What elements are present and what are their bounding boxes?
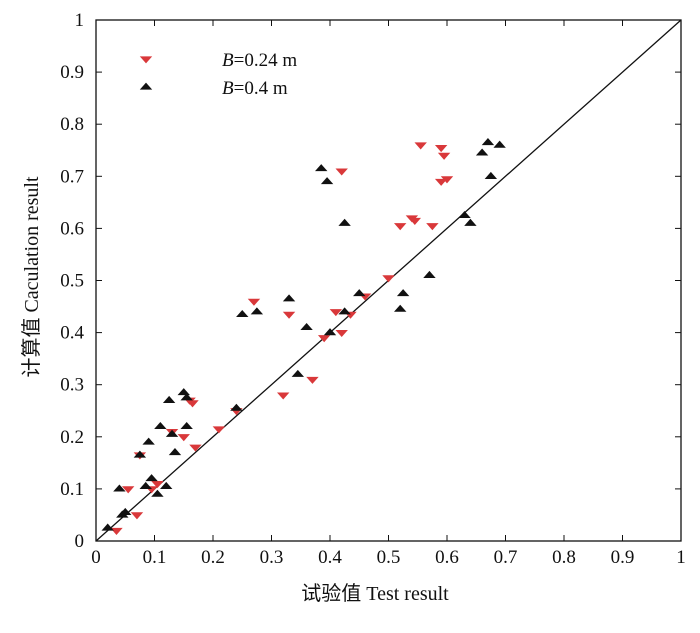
data-point-b024 — [335, 329, 348, 338]
data-point-b04 — [177, 388, 190, 396]
data-point-b024 — [130, 512, 144, 520]
legend-variable: B — [222, 78, 234, 99]
data-point-b04 — [320, 177, 334, 185]
data-point-b024 — [121, 486, 135, 494]
data-point-b04 — [323, 328, 337, 336]
data-point-b024 — [440, 176, 454, 184]
x-tick-label: 0 — [91, 547, 101, 568]
data-point-b024 — [434, 144, 448, 153]
data-point-b04 — [113, 484, 126, 492]
x-tick-label: 0.8 — [552, 547, 576, 568]
y-tick-label: 0.3 — [60, 375, 84, 396]
data-point-b024 — [394, 223, 407, 231]
y-tick-label: 0.9 — [60, 62, 84, 83]
data-point-b024 — [277, 392, 290, 400]
x-tick-label: 0.1 — [143, 547, 167, 568]
data-point-b04 — [396, 289, 410, 297]
x-axis-title: 试验值 Test result — [301, 582, 449, 605]
legend-value: =0.24 m — [234, 50, 298, 71]
data-point-b04 — [160, 481, 173, 489]
y-tick-label: 0.8 — [60, 114, 84, 135]
data-point-b024 — [306, 376, 319, 384]
data-point-b024 — [282, 311, 296, 319]
data-point-b024 — [426, 223, 439, 231]
x-tick-label: 0.9 — [611, 547, 635, 568]
data-point-b024 — [329, 309, 343, 317]
legend-variable: B — [222, 50, 234, 71]
data-point-b04 — [423, 270, 436, 278]
y-tick-label: 0.2 — [60, 427, 84, 448]
data-point-b04 — [353, 289, 366, 297]
legend-label-b024: B=0.24 m — [222, 50, 297, 71]
legend-value: =0.4 m — [234, 78, 288, 99]
ticks-layer: 0 0.1 0.2 0.3 0.4 0.5 0.6 0.7 0.8 0.9 1 0 0.1 0.2 0.3 0… — [60, 10, 686, 568]
data-point-b04 — [282, 294, 296, 302]
data-point-b024 — [186, 400, 199, 408]
data-point-b04 — [162, 395, 176, 403]
x-tick-label: 0.5 — [377, 547, 401, 568]
y-tick-label: 0.6 — [60, 218, 84, 239]
data-point-b04 — [154, 421, 167, 430]
data-point-b024 — [408, 217, 422, 226]
data-point-b024 — [110, 527, 123, 535]
data-point-b04 — [165, 429, 179, 437]
data-point-b04 — [338, 307, 351, 315]
data-point-b04 — [481, 138, 495, 146]
data-point-b024 — [177, 434, 190, 442]
x-tick-label: 0.7 — [494, 547, 518, 568]
legend-marker-b04 — [139, 82, 153, 90]
points-layer — [101, 138, 506, 535]
data-point-b04 — [142, 437, 155, 445]
x-tick-label: 1 — [676, 547, 686, 568]
data-point-b024 — [414, 142, 427, 150]
data-point-b04 — [236, 309, 249, 318]
data-point-b04 — [484, 171, 498, 179]
data-point-b04 — [180, 393, 193, 401]
y-axis-title: 计算值 Caculation result — [20, 176, 43, 378]
data-point-b04 — [475, 148, 489, 156]
x-tick-label: 0.4 — [318, 547, 342, 568]
data-point-b04 — [139, 481, 152, 489]
data-point-b04 — [168, 448, 182, 456]
data-point-b04 — [291, 369, 305, 377]
y-tick-label: 0.4 — [60, 323, 84, 344]
data-point-b04 — [464, 218, 477, 226]
y-tick-label: 0.7 — [60, 166, 84, 187]
data-point-b04 — [458, 210, 471, 219]
legend-marker-b024 — [139, 56, 153, 64]
legend-label-b04: B=0.4 m — [222, 78, 288, 99]
data-point-b04 — [493, 140, 506, 148]
data-point-b024 — [151, 481, 164, 489]
x-tick-label: 0.6 — [435, 547, 459, 568]
data-point-b04 — [180, 421, 193, 430]
data-point-b04 — [250, 307, 264, 315]
data-point-b04 — [338, 218, 351, 226]
data-point-b024 — [212, 426, 226, 434]
data-point-b024 — [247, 298, 261, 306]
x-tick-label: 0.2 — [201, 547, 225, 568]
data-point-b04 — [145, 474, 158, 482]
data-point-b024 — [437, 152, 451, 160]
data-point-b04 — [315, 164, 328, 172]
data-point-b024 — [382, 275, 395, 283]
y-tick-label: 0 — [75, 531, 85, 552]
x-tick-label: 0.3 — [260, 547, 284, 568]
data-point-b024 — [317, 335, 331, 343]
y-tick-label: 0.5 — [60, 271, 84, 292]
data-point-b04 — [133, 450, 147, 458]
data-point-b024 — [335, 168, 348, 176]
data-point-b024 — [434, 178, 448, 186]
data-point-b04 — [230, 403, 243, 411]
y-tick-label: 0.1 — [60, 479, 84, 500]
data-point-b024 — [189, 444, 202, 452]
data-point-b04 — [300, 322, 313, 331]
data-point-b04 — [101, 523, 114, 531]
data-point-b04 — [119, 507, 132, 515]
data-point-b04 — [151, 489, 164, 497]
data-point-b04 — [394, 304, 407, 312]
y-tick-label: 1 — [75, 10, 85, 31]
legend: B=0.24 mB=0.4 m — [139, 50, 297, 99]
